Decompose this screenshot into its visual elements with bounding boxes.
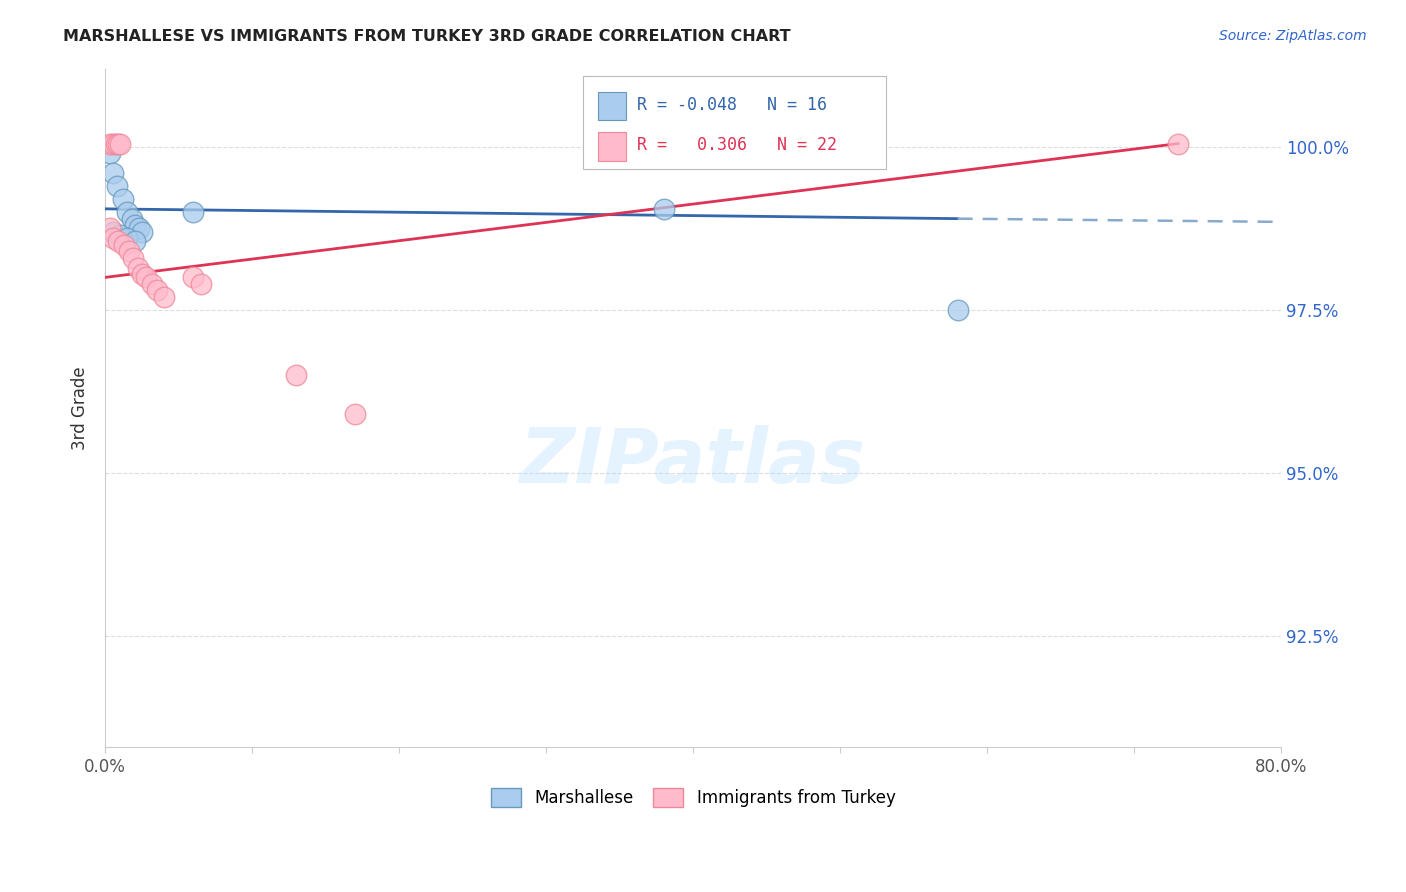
Point bbox=[104, 136, 127, 151]
Point bbox=[946, 303, 969, 318]
Point bbox=[111, 192, 134, 206]
Point bbox=[107, 235, 129, 249]
Point bbox=[101, 166, 124, 180]
Text: ZIPatlas: ZIPatlas bbox=[520, 425, 866, 500]
Point bbox=[101, 225, 124, 239]
Point bbox=[124, 235, 146, 249]
Point bbox=[145, 284, 167, 298]
Point bbox=[108, 227, 131, 242]
Point bbox=[117, 231, 139, 245]
Text: MARSHALLESE VS IMMIGRANTS FROM TURKEY 3RD GRADE CORRELATION CHART: MARSHALLESE VS IMMIGRANTS FROM TURKEY 3R… bbox=[63, 29, 792, 44]
Text: Source: ZipAtlas.com: Source: ZipAtlas.com bbox=[1219, 29, 1367, 43]
Point bbox=[285, 368, 308, 383]
Text: R = -0.048   N = 16: R = -0.048 N = 16 bbox=[637, 96, 827, 114]
Point bbox=[124, 218, 146, 232]
Point bbox=[98, 146, 121, 161]
Point bbox=[118, 244, 141, 259]
Point bbox=[1167, 136, 1189, 151]
Point bbox=[108, 136, 131, 151]
Point bbox=[183, 270, 205, 285]
Point bbox=[141, 277, 163, 291]
Point bbox=[101, 231, 124, 245]
Legend: Marshallese, Immigrants from Turkey: Marshallese, Immigrants from Turkey bbox=[484, 781, 903, 814]
Point bbox=[127, 260, 149, 275]
Y-axis label: 3rd Grade: 3rd Grade bbox=[72, 366, 89, 450]
Point bbox=[101, 136, 124, 151]
Point bbox=[131, 225, 153, 239]
Point bbox=[128, 221, 150, 235]
Point bbox=[153, 290, 176, 304]
Point bbox=[344, 408, 367, 422]
Point bbox=[131, 267, 153, 281]
Point bbox=[107, 136, 129, 151]
Point bbox=[121, 211, 143, 226]
Point bbox=[183, 205, 205, 219]
Point bbox=[117, 205, 139, 219]
Point bbox=[105, 179, 128, 194]
Point bbox=[135, 270, 157, 285]
Point bbox=[652, 202, 675, 216]
Text: R =   0.306   N = 22: R = 0.306 N = 22 bbox=[637, 136, 837, 154]
Point bbox=[122, 251, 145, 265]
Point bbox=[98, 136, 121, 151]
Point bbox=[190, 277, 212, 291]
Point bbox=[98, 221, 121, 235]
Point bbox=[112, 237, 135, 252]
